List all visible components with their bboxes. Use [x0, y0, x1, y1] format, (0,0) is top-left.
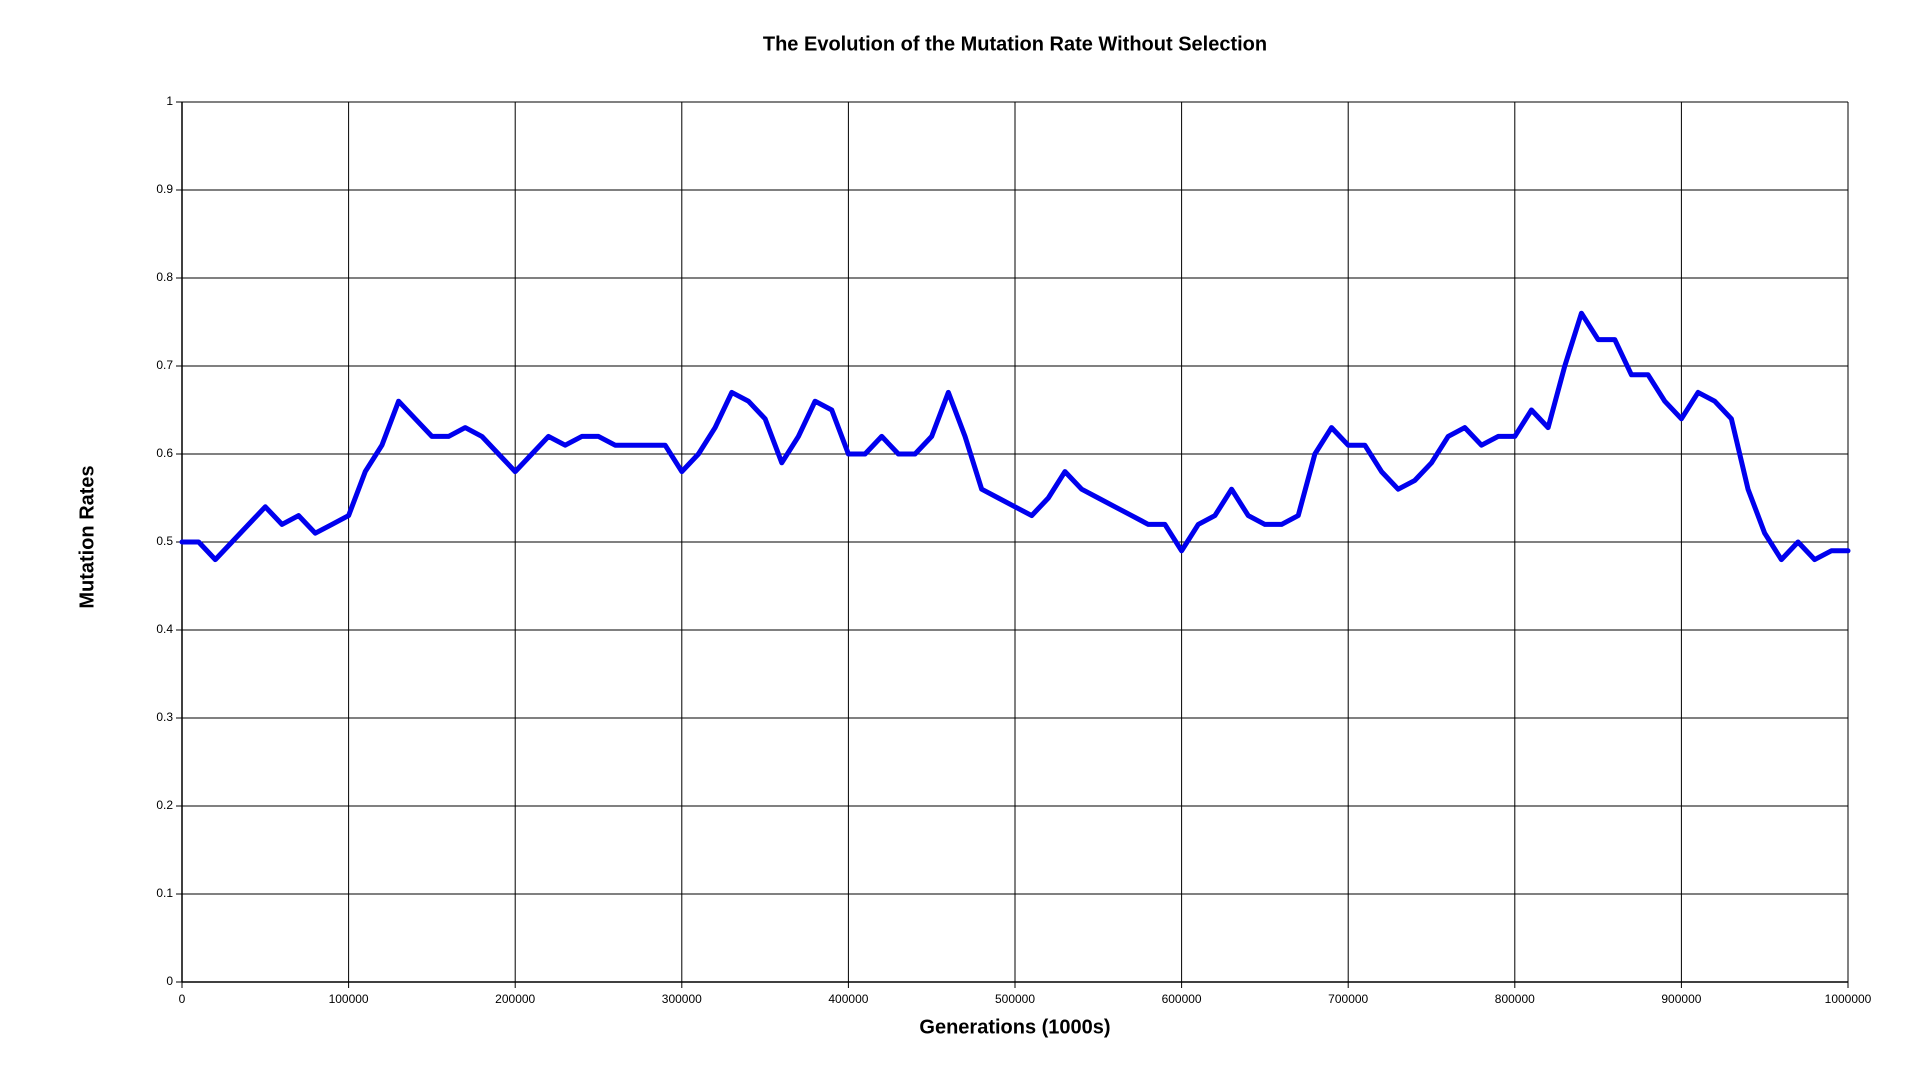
- x-tick-label: 0: [179, 992, 186, 1006]
- y-tick-label: 0.8: [156, 270, 173, 284]
- x-tick-label: 700000: [1328, 992, 1368, 1006]
- y-tick-label: 0.7: [156, 358, 173, 372]
- y-tick-label: 0.3: [156, 710, 173, 724]
- x-tick-label: 600000: [1162, 992, 1202, 1006]
- y-tick-label: 0: [166, 974, 173, 988]
- x-tick-label: 200000: [495, 992, 535, 1006]
- y-tick-label: 0.1: [156, 886, 173, 900]
- x-tick-label: 800000: [1495, 992, 1535, 1006]
- x-tick-label: 900000: [1661, 992, 1701, 1006]
- y-tick-label: 0.6: [156, 446, 173, 460]
- y-tick-label: 0.4: [156, 622, 173, 636]
- chart-title: The Evolution of the Mutation Rate Witho…: [763, 33, 1267, 55]
- x-tick-label: 1000000: [1825, 992, 1872, 1006]
- x-tick-label: 400000: [828, 992, 868, 1006]
- x-tick-label: 100000: [329, 992, 369, 1006]
- y-tick-label: 1: [166, 94, 173, 108]
- x-axis-title: Generations (1000s): [919, 1016, 1110, 1038]
- data-line: [179, 310, 1851, 563]
- x-tick-label: 500000: [995, 992, 1035, 1006]
- y-tick-label: 0.9: [156, 182, 173, 196]
- y-axis-title: Mutation Rates: [76, 465, 98, 608]
- y-tick-label: 0.2: [156, 798, 173, 812]
- x-tick-label: 300000: [662, 992, 702, 1006]
- y-tick-label: 0.5: [156, 534, 173, 548]
